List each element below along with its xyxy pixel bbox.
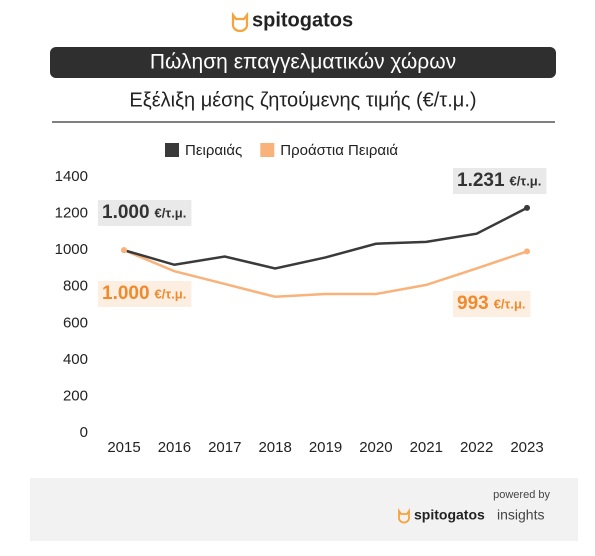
value-label-number: 1.000 [102, 283, 150, 304]
value-label: 1.231 €/τ.μ. [453, 168, 547, 194]
x-tick-label: 2022 [460, 439, 493, 456]
value-label-bg [98, 281, 192, 307]
y-tick-label: 800 [63, 278, 88, 295]
value-label-unit: €/τ.μ. [155, 286, 187, 301]
y-tick-label: 1400 [55, 168, 88, 185]
y-tick-label: 1000 [55, 241, 88, 258]
x-tick-label: 2015 [107, 439, 140, 456]
chart-title: Πώληση επαγγελματικών χώρων [150, 51, 456, 74]
y-tick-label: 1200 [55, 205, 88, 222]
value-label-bg [453, 291, 531, 317]
y-tick-label: 200 [63, 387, 88, 404]
logo: spitogatos [231, 9, 353, 33]
value-label: 1.000 €/τ.μ. [98, 281, 192, 307]
value-label-unit: €/τ.μ. [494, 296, 526, 311]
legend-label: Προάστια Πειραιά [280, 142, 398, 159]
y-tick-label: 0 [80, 424, 88, 441]
data-point [121, 247, 127, 254]
x-tick-label: 2020 [359, 439, 392, 456]
legend-swatch [260, 143, 275, 157]
powered-by: powered by [493, 489, 550, 501]
logo-text: spitogatos [252, 9, 353, 31]
footer-logo: spitogatos [414, 507, 485, 523]
value-label-unit: €/τ.μ. [510, 173, 542, 188]
x-tick-label: 2018 [258, 439, 291, 456]
legend-swatch [165, 143, 179, 157]
value-label-bg [453, 168, 547, 194]
value-label-unit: €/τ.μ. [155, 205, 187, 220]
value-label-bg [98, 200, 192, 226]
data-point [524, 204, 530, 211]
value-label: 993 €/τ.μ. [453, 291, 531, 317]
footer-icon [398, 508, 410, 524]
footer-suffix: insights [497, 507, 544, 523]
y-tick-label: 600 [63, 314, 88, 331]
footer [30, 478, 578, 541]
series-line [123, 248, 528, 299]
x-tick-label: 2023 [510, 439, 543, 456]
y-tick-label: 400 [63, 351, 88, 368]
title-bar [50, 47, 556, 78]
value-label-number: 1.000 [102, 202, 150, 223]
x-tick-label: 2021 [410, 439, 443, 456]
chart-subtitle: Εξέλιξη μέσης ζητούμενης τιμής (€/τ.μ.) [129, 89, 476, 111]
logo-icon [231, 11, 249, 33]
x-tick-label: 2017 [208, 439, 241, 456]
legend-label: Πειραιάς [185, 142, 242, 159]
x-tick-label: 2019 [309, 439, 342, 456]
series-line [123, 206, 528, 270]
value-label: 1.000 €/τ.μ. [98, 200, 192, 226]
x-tick-label: 2016 [158, 439, 191, 456]
value-label-number: 1.231 [457, 170, 505, 191]
data-point [524, 248, 530, 255]
value-label-number: 993 [457, 293, 489, 314]
